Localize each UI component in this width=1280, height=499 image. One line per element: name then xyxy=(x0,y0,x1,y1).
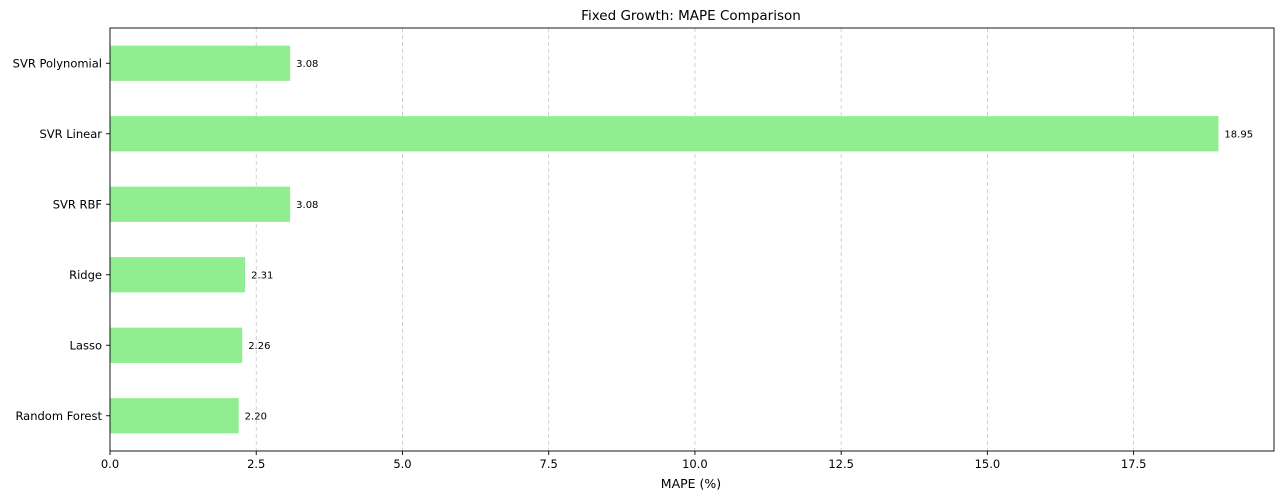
data-label: 18.95 xyxy=(1224,129,1253,140)
y-tick-label: SVR Linear xyxy=(39,127,102,141)
x-tick-label: 17.5 xyxy=(1121,457,1147,471)
bar-svr-linear xyxy=(110,116,1219,152)
data-label: 3.08 xyxy=(296,200,318,211)
axis-layer: Random Forest Lasso Ridge SVR RBF SVR Linear… xyxy=(13,27,1275,471)
x-tick-label: 5.0 xyxy=(393,457,411,471)
data-label: 2.26 xyxy=(248,341,270,352)
y-tick-label: Random Forest xyxy=(15,409,102,423)
data-label-layer: 2.20 2.26 2.31 3.08 18.95 3.08 xyxy=(245,59,1253,423)
plot-frame xyxy=(109,27,1275,452)
chart-title: Fixed Growth: MAPE Comparison xyxy=(581,8,801,24)
bar-random-forest xyxy=(110,398,239,434)
data-label: 2.20 xyxy=(245,411,267,422)
x-tick-label: 2.5 xyxy=(247,457,265,471)
y-tick-label: Lasso xyxy=(70,338,102,352)
x-tick-label: 7.5 xyxy=(540,457,558,471)
bar-lasso xyxy=(110,327,243,363)
bar-ridge xyxy=(110,257,246,293)
data-label: 2.31 xyxy=(251,270,273,281)
data-label: 3.08 xyxy=(296,59,318,70)
x-tick-label: 15.0 xyxy=(975,457,1001,471)
bar-svr-polynomial xyxy=(110,45,291,81)
y-tick-label: SVR RBF xyxy=(53,197,102,211)
bar-svr-rbf xyxy=(110,186,291,222)
y-tick-label: SVR Polynomial xyxy=(13,56,102,70)
bar-layer xyxy=(110,45,1219,434)
x-tick-label: 10.0 xyxy=(682,457,708,471)
x-axis-label: MAPE (%) xyxy=(661,476,721,491)
y-tick-label: Ridge xyxy=(69,268,102,282)
x-tick-label: 12.5 xyxy=(828,457,854,471)
x-tick-label: 0.0 xyxy=(101,457,119,471)
grid-layer xyxy=(109,28,1135,451)
